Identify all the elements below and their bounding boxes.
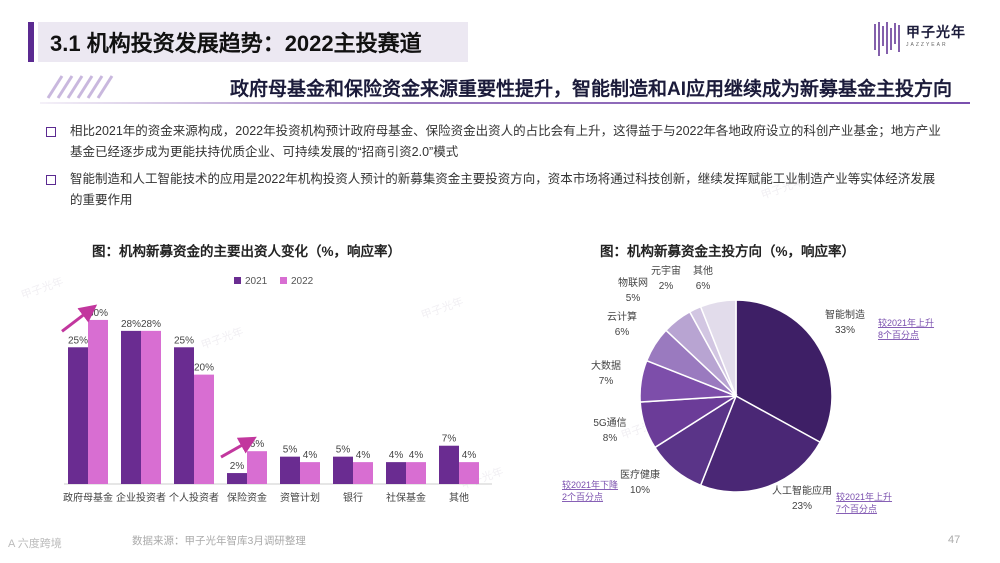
bullet-square-icon [46, 127, 56, 137]
x-tick-label: 政府母基金 [63, 491, 113, 504]
pie-chart-title: 图：机构新募资金主投方向（%，响应率） [600, 244, 856, 259]
x-tick-label: 其他 [449, 491, 469, 504]
data-label-2022: 4% [409, 450, 424, 461]
slice-name-label: 其他 [693, 264, 713, 277]
data-label-2021: 25% [68, 335, 88, 346]
bar-2022 [300, 462, 320, 484]
bullet-square-icon [46, 175, 56, 185]
slice-value-label: 6% [615, 327, 630, 338]
x-tick-label: 社保基金 [386, 491, 426, 504]
pie-chart: 智能制造 33% 人工智能应用 23% 医疗健康 10% 5G通信 8% 大数据 7% 云计算 6% 物… [562, 264, 934, 514]
bar-2021 [280, 456, 300, 484]
slice-value-label: 10% [630, 485, 650, 496]
bar-2021 [439, 445, 459, 484]
slice-name-label: 物联网 [618, 276, 648, 289]
legend-swatch-2021 [234, 277, 241, 284]
bar-2022 [459, 462, 479, 484]
data-label-2022: 4% [356, 450, 371, 461]
x-tick-label: 企业投资者 [116, 491, 166, 504]
page-title: 3.1 机构投资发展趋势：2022主投赛道 [50, 31, 422, 56]
pie-slice [699, 299, 737, 397]
legend-label-2022: 2022 [291, 276, 314, 287]
bar-2022 [247, 451, 267, 484]
data-label-2022: 4% [303, 450, 318, 461]
pie-slice [735, 299, 833, 444]
change-annotation-line2: 7个百分点 [836, 504, 877, 514]
slice-value-label: 5% [626, 293, 641, 304]
data-label-2022: 6% [250, 439, 265, 450]
change-annotation-line1: 较2021年下降 [562, 479, 618, 490]
bar-2021 [333, 456, 353, 484]
logo-subtext: JAZZYEAR [906, 42, 948, 48]
bullet-item: 相比2021年的资金来源构成，2022年投资机构预计政府母基金、保险资金出资人的… [46, 121, 946, 163]
slice-value-label: 33% [835, 325, 855, 336]
bar-2022 [194, 374, 214, 484]
bullet-text: 相比2021年的资金来源构成，2022年投资机构预计政府母基金、保险资金出资人的… [70, 124, 941, 159]
data-label-2021: 5% [336, 445, 351, 456]
change-annotation-line1: 较2021年上升 [878, 317, 934, 328]
legend-label-2021: 2021 [245, 276, 268, 287]
bullet-text: 智能制造和人工智能技术的应用是2022年机构投资人预计的新募集资金主要投资方向，… [70, 172, 936, 207]
trend-up-arrow-icon [220, 436, 257, 459]
subtitle-underline [40, 102, 970, 104]
bar-2021 [227, 473, 247, 484]
slice-name-label: 5G通信 [593, 417, 626, 429]
change-annotation-line2: 8个百分点 [878, 330, 919, 340]
footer-brand: A 六度跨境 [8, 538, 62, 550]
x-tick-label: 保险资金 [227, 491, 267, 504]
footer-source: 数据来源：甲子光年智库3月调研整理 [132, 535, 306, 547]
subtitle: 政府母基金和保险资金来源重要性提升，智能制造和AI应用继续成为新募基金主投方向 [229, 79, 952, 100]
slice-name-label: 人工智能应用 [772, 484, 832, 497]
logo-name: 甲子光年 [906, 24, 966, 40]
bullet-item: 智能制造和人工智能技术的应用是2022年机构投资人预计的新募集资金主要投资方向，… [46, 169, 946, 211]
data-label-2022: 30% [88, 308, 108, 319]
title-accent [28, 22, 34, 62]
data-label-2022: 28% [141, 319, 161, 330]
slice-name-label: 大数据 [591, 359, 621, 372]
slice-value-label: 7% [599, 376, 614, 387]
change-annotation-line2: 2个百分点 [562, 492, 603, 502]
slice-value-label: 2% [659, 281, 674, 292]
x-tick-label: 银行 [343, 491, 363, 504]
data-label-2021: 28% [121, 319, 141, 330]
bar-2021 [386, 462, 406, 484]
data-label-2022: 20% [194, 363, 214, 374]
bar-2021 [68, 347, 88, 484]
bar-2022 [353, 462, 373, 484]
pie-slice [699, 394, 822, 493]
trend-up-arrow-icon [61, 304, 98, 333]
title-bar [38, 22, 468, 62]
slice-name-label: 元宇宙 [651, 264, 681, 277]
legend-swatch-2022 [280, 277, 287, 284]
slice-value-label: 23% [792, 501, 812, 512]
bar-chart-title: 图：机构新募资金的主要出资人变化（%，响应率） [92, 244, 402, 259]
bar-2022 [88, 319, 108, 484]
slice-name-label: 智能制造 [825, 308, 865, 321]
change-annotation-line1: 较2021年上升 [836, 491, 892, 502]
subtitle-stripes-icon [46, 75, 114, 99]
slice-name-label: 云计算 [607, 310, 637, 323]
bar-2022 [141, 330, 161, 484]
x-tick-label: 资管计划 [280, 491, 320, 504]
data-label-2021: 2% [230, 461, 245, 472]
data-label-2021: 7% [442, 434, 457, 445]
slice-name-label: 医疗健康 [620, 468, 660, 481]
bar-chart: 2021 2022 25% 30% 政府母基金 28% 28% 企业投资者 25% 20% 个人投资… [61, 276, 492, 504]
x-tick-label: 个人投资者 [169, 491, 219, 504]
bar-2021 [121, 330, 141, 484]
logo-icon [874, 22, 900, 56]
bar-2022 [406, 462, 426, 484]
page-number: 47 [948, 534, 961, 546]
data-label-2022: 4% [462, 450, 477, 461]
data-label-2021: 4% [389, 450, 404, 461]
bar-2021 [174, 347, 194, 484]
data-label-2021: 25% [174, 335, 194, 346]
slice-value-label: 6% [696, 281, 711, 292]
slice-value-label: 8% [603, 433, 618, 444]
data-label-2021: 5% [283, 445, 298, 456]
